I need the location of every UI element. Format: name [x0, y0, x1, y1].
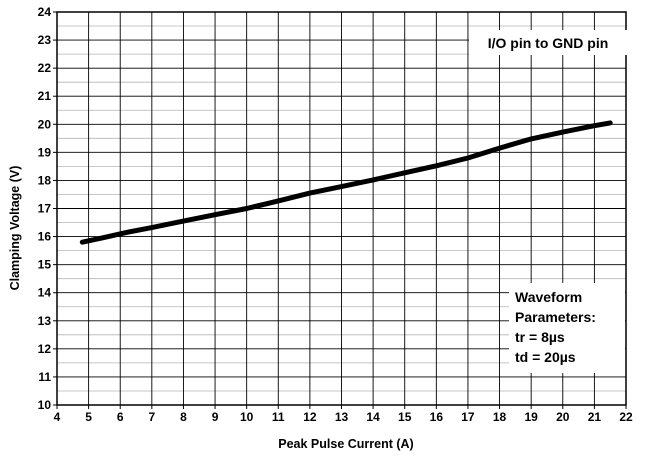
y-tick-label: 15: [38, 258, 52, 272]
annotation-waveform-box: [509, 283, 625, 373]
series-line: [79, 120, 613, 245]
y-tick-label: 14: [38, 286, 52, 300]
y-tick-label: 20: [38, 117, 52, 131]
annotation-waveform: Waveform Parameters: tr = 8µs td = 20µs: [509, 283, 625, 373]
y-tick-label: 13: [38, 314, 52, 328]
x-tick-label: 7: [148, 410, 155, 424]
x-tick-label: 13: [335, 410, 349, 424]
y-axis-title: Clamping Voltage (V): [8, 166, 22, 291]
y-tick-label: 22: [38, 61, 52, 75]
tick-labels: 4 5 6 7 8 9 10 11 12 13 14 15 16 17 18 19 20 21 22 10 11 12 13…: [38, 5, 633, 424]
y-tick-label: 12: [38, 342, 52, 356]
grid: [57, 12, 626, 405]
data-series: [79, 120, 613, 245]
x-tick-label: 8: [180, 410, 187, 424]
annotation-top-box: [469, 30, 627, 55]
x-tick-label: 20: [556, 410, 570, 424]
annotation-top-text: I/O pin to GND pin: [488, 35, 609, 51]
x-tick-label: 11: [272, 410, 285, 424]
x-tick-label: 4: [54, 410, 61, 424]
annotation-waveform-line-1: Waveform: [515, 289, 582, 305]
y-tick-label: 16: [38, 230, 52, 244]
annotation-waveform-line-4: td = 20µs: [515, 349, 576, 365]
y-tick-label: 24: [38, 5, 52, 19]
x-tick-label: 17: [461, 410, 475, 424]
y-tick-label: 21: [38, 89, 52, 103]
annotation-top: I/O pin to GND pin: [469, 30, 627, 55]
x-tick-label: 16: [430, 410, 444, 424]
y-tick-label: 10: [38, 398, 52, 412]
x-tick-label: 10: [240, 410, 254, 424]
x-tick-label: 12: [303, 410, 317, 424]
y-tick-label: 17: [38, 202, 52, 216]
x-axis-title: Peak Pulse Current (A): [278, 437, 413, 451]
x-tick-label: 14: [366, 410, 380, 424]
x-tick-label: 9: [212, 410, 219, 424]
x-tick-label: 18: [493, 410, 507, 424]
x-tick-label: 19: [524, 410, 538, 424]
y-tick-label: 23: [38, 33, 52, 47]
x-tick-label: 15: [398, 410, 412, 424]
x-tick-label: 5: [85, 410, 92, 424]
annotation-waveform-line-3: tr = 8µs: [515, 329, 565, 345]
x-tick-label: 22: [619, 410, 633, 424]
y-tick-label: 11: [38, 370, 51, 384]
y-tick-label: 19: [38, 145, 52, 159]
x-tick-label: 21: [588, 410, 602, 424]
x-tick-label: 6: [117, 410, 124, 424]
annotation-waveform-line-2: Parameters:: [515, 309, 596, 325]
y-tick-label: 18: [38, 173, 52, 187]
